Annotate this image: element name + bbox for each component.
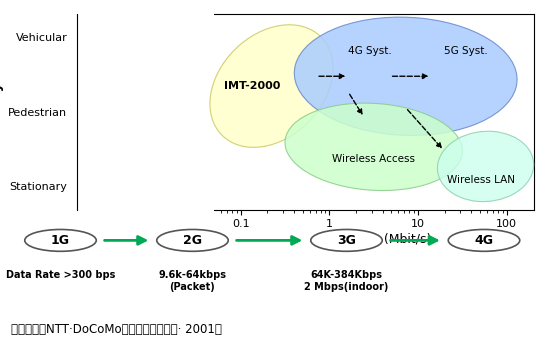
Text: 1G: 1G — [51, 234, 70, 247]
Ellipse shape — [25, 230, 96, 251]
Text: 資料來源：NTT·DoCoMo，工研院經資中心· 2001。: 資料來源：NTT·DoCoMo，工研院經資中心· 2001。 — [11, 322, 222, 336]
X-axis label: Data Rate (Mbit/s): Data Rate (Mbit/s) — [317, 232, 431, 245]
Text: Wireless Access: Wireless Access — [332, 153, 415, 164]
Text: Data Rate >300 bps: Data Rate >300 bps — [6, 270, 115, 280]
Text: Wireless LAN: Wireless LAN — [447, 175, 515, 185]
Text: 4G: 4G — [475, 234, 493, 247]
Y-axis label: Mobility: Mobility — [0, 80, 3, 143]
Text: 3G: 3G — [337, 234, 356, 247]
Text: 64K-384Kbps
2 Mbps(indoor): 64K-384Kbps 2 Mbps(indoor) — [304, 270, 389, 292]
Ellipse shape — [311, 230, 382, 251]
Ellipse shape — [448, 230, 520, 251]
Ellipse shape — [210, 25, 333, 147]
Text: 9.6k-64kbps
(Packet): 9.6k-64kbps (Packet) — [158, 270, 227, 292]
Ellipse shape — [437, 131, 534, 201]
Text: 2G: 2G — [183, 234, 202, 247]
Text: 5G Syst.: 5G Syst. — [444, 46, 488, 56]
Ellipse shape — [285, 103, 463, 191]
Ellipse shape — [157, 230, 228, 251]
Text: IMT-2000: IMT-2000 — [223, 81, 280, 91]
Ellipse shape — [294, 17, 517, 136]
Text: 4G Syst.: 4G Syst. — [348, 46, 392, 56]
